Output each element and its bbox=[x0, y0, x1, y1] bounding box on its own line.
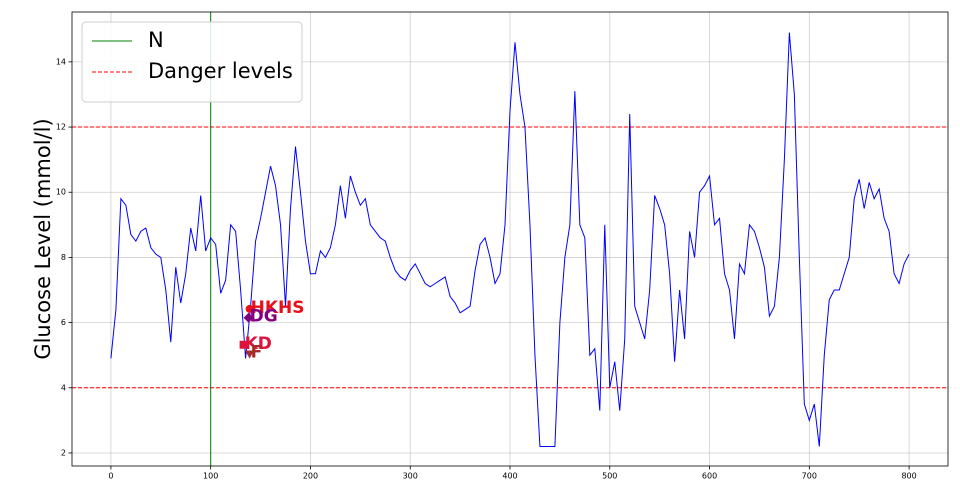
y-tick-label: 2 bbox=[61, 448, 66, 457]
y-tick-label: 4 bbox=[61, 383, 66, 392]
glucose-line bbox=[110, 32, 910, 447]
event-marker bbox=[245, 350, 255, 359]
event-marker bbox=[239, 340, 248, 349]
x-tick-label: 200 bbox=[303, 472, 318, 481]
y-axis-label: Glucose Level (mmol/l) bbox=[31, 118, 55, 359]
legend-box bbox=[81, 21, 303, 103]
x-tick-label: 500 bbox=[602, 472, 617, 481]
y-tick-label: 6 bbox=[61, 318, 66, 327]
legend-label: N bbox=[148, 28, 164, 52]
event-label: F bbox=[251, 343, 263, 363]
event-marker bbox=[243, 312, 254, 323]
x-tick-label: 800 bbox=[901, 472, 916, 481]
event-label: HKHS bbox=[251, 298, 305, 318]
y-tick-label: 12 bbox=[56, 123, 66, 132]
event-marker bbox=[245, 304, 254, 313]
x-tick-label: 600 bbox=[702, 472, 717, 481]
plot-frame bbox=[71, 11, 949, 467]
legend: N Danger levels bbox=[81, 21, 303, 103]
x-tick-label: 0 bbox=[108, 472, 113, 481]
x-tick-label: 700 bbox=[802, 472, 817, 481]
legend-label: Danger levels bbox=[148, 59, 293, 83]
x-tick-label: 100 bbox=[203, 472, 218, 481]
y-tick-label: 14 bbox=[56, 57, 66, 66]
y-tick-label: 10 bbox=[56, 188, 66, 197]
x-tick-label: 300 bbox=[403, 472, 418, 481]
x-tick-label: 400 bbox=[502, 472, 517, 481]
y-tick-label: 8 bbox=[61, 253, 66, 262]
event-label: KD bbox=[245, 334, 272, 354]
event-label: DG bbox=[250, 307, 278, 327]
